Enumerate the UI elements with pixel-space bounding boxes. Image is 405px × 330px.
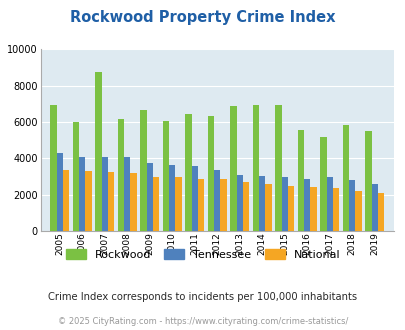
Bar (85, 171, 92, 231)
Bar (207, 116, 213, 231)
Bar (287, 185, 294, 231)
Bar (168, 165, 175, 231)
Bar (326, 178, 332, 231)
Bar (50, 105, 56, 231)
Bar (364, 131, 371, 231)
Bar (281, 178, 287, 231)
Bar (72, 122, 79, 231)
Bar (213, 170, 220, 231)
Bar (275, 105, 281, 231)
Bar (197, 179, 204, 231)
Text: Crime Index corresponds to incidents per 100,000 inhabitants: Crime Index corresponds to incidents per… (48, 292, 357, 302)
Bar (348, 180, 354, 231)
Bar (175, 178, 181, 231)
Bar (332, 188, 338, 231)
Bar (130, 173, 136, 231)
Bar (79, 156, 85, 231)
Bar (236, 175, 242, 231)
Bar (117, 119, 124, 231)
Bar (303, 179, 309, 231)
Bar (162, 121, 168, 231)
Bar (297, 130, 303, 231)
Bar (185, 114, 191, 231)
Bar (56, 153, 63, 231)
Bar (191, 166, 197, 231)
Bar (153, 177, 159, 231)
Bar (342, 125, 348, 231)
Bar (95, 72, 101, 231)
Bar (108, 172, 114, 231)
Legend: Rockwood, Tennessee, National: Rockwood, Tennessee, National (62, 246, 343, 263)
Bar (63, 170, 69, 231)
Bar (101, 156, 108, 231)
Bar (371, 184, 377, 231)
Bar (230, 106, 236, 231)
Bar (320, 137, 326, 231)
Bar (242, 182, 249, 231)
Bar (220, 179, 226, 231)
Text: Rockwood Property Crime Index: Rockwood Property Crime Index (70, 10, 335, 25)
Bar (140, 110, 146, 231)
Bar (124, 157, 130, 231)
Text: © 2025 CityRating.com - https://www.cityrating.com/crime-statistics/: © 2025 CityRating.com - https://www.city… (58, 317, 347, 326)
Bar (309, 186, 316, 231)
Bar (146, 163, 153, 231)
Bar (265, 184, 271, 231)
Bar (252, 105, 258, 231)
Bar (377, 193, 383, 231)
Bar (258, 176, 265, 231)
Bar (354, 191, 361, 231)
